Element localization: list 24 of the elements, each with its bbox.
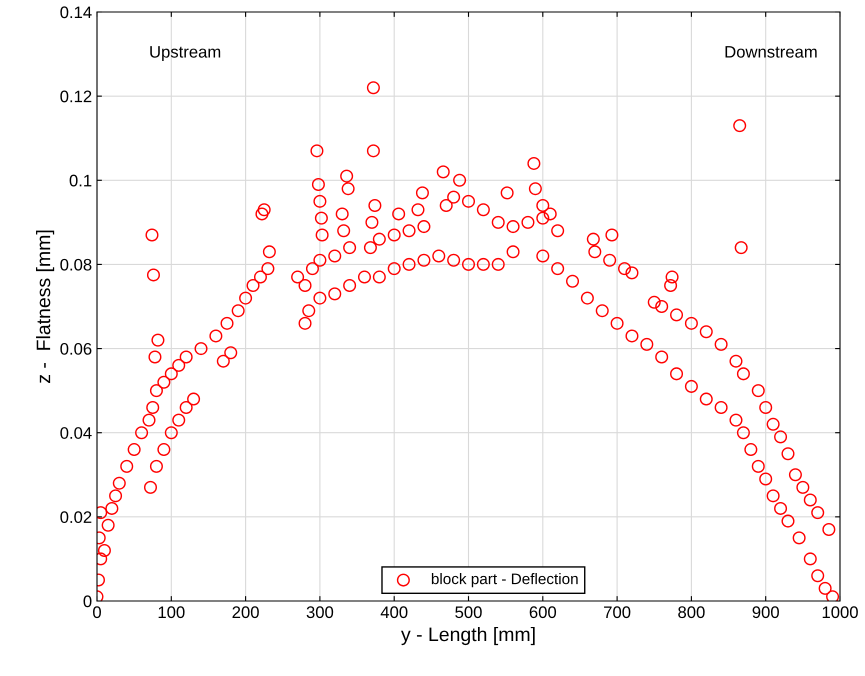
y-tick-label: 0.1 [70,174,92,186]
annotation: Downstream [726,46,817,58]
x-tick-label: 500 [455,606,482,618]
x-tick-label: 100 [158,606,185,618]
x-tick-label: 900 [752,606,779,618]
x-tick-label: 700 [604,606,630,618]
legend-label: block part - Deflection [432,573,578,588]
x-tick-label: 300 [306,606,334,618]
y-tick-label: 0.02 [60,511,92,524]
annotation: Upstream [150,46,220,61]
y-tick-label: 0.06 [60,342,92,355]
x-tick-label: 1000 [822,606,858,618]
y-tick-label: 0.08 [60,258,92,271]
x-tick-label: 600 [530,606,556,618]
y-axis-title: z - Flatness [mm] [36,230,54,383]
x-tick-label: 200 [232,606,259,618]
y-tick-label: 0.04 [60,427,92,439]
x-axis-title: y - Length [mm] [401,626,535,646]
x-tick-label: 0 [93,606,101,618]
y-tick-label: 0 [84,595,92,608]
x-tick-label: 400 [380,606,408,618]
y-tick-label: 0.12 [60,90,92,102]
x-tick-label: 800 [678,606,705,618]
y-tick-label: 0.14 [60,6,92,18]
